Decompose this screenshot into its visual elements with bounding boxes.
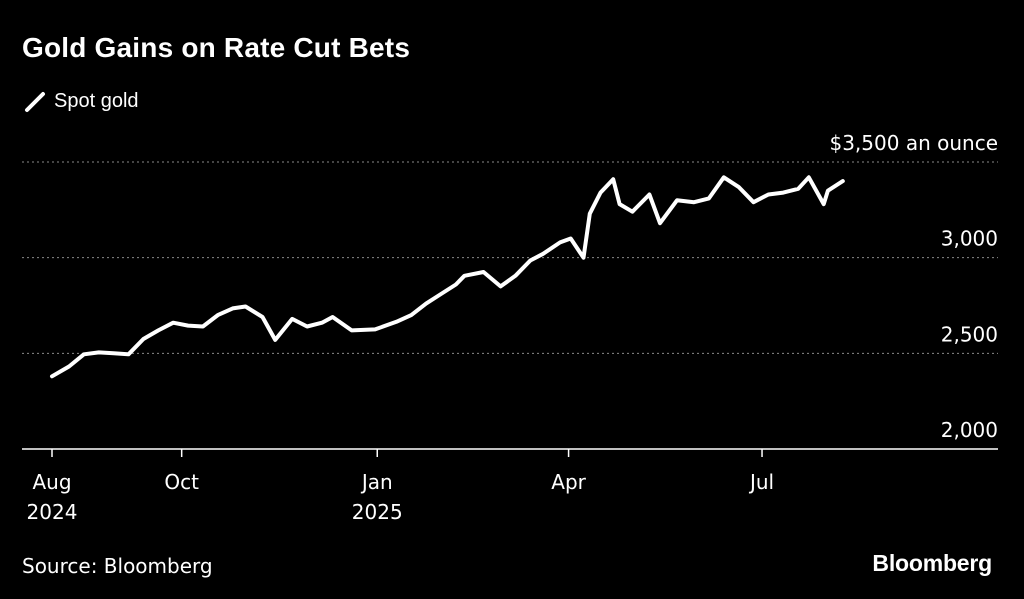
legend-label: Spot gold bbox=[54, 90, 139, 112]
source-note: Source: Bloomberg bbox=[22, 554, 213, 578]
y-tick-label: 2,000 bbox=[941, 418, 998, 442]
x-tick-label: Apr bbox=[551, 470, 586, 494]
y-axis-labels: 2,000 2,500 3,000 $3,500 an ounce bbox=[829, 131, 998, 442]
x-axis bbox=[22, 448, 998, 457]
x-tick-label: Jul bbox=[748, 470, 774, 494]
x-tick-label: Aug bbox=[32, 470, 71, 494]
y-tick-label: 2,500 bbox=[941, 322, 998, 346]
series-line-spot-gold bbox=[50, 175, 845, 379]
x-tick-sublabel: 2025 bbox=[352, 500, 403, 524]
y-tick-label: $3,500 an ounce bbox=[829, 131, 998, 155]
x-tick-label: Jan bbox=[360, 470, 393, 494]
legend: Spot gold bbox=[24, 90, 139, 113]
x-axis-labels: Aug 2024 Oct Jan 2025 Apr Jul bbox=[27, 470, 775, 524]
y-tick-label: 3,000 bbox=[941, 227, 998, 251]
series-group bbox=[50, 175, 845, 379]
chart-title: Gold Gains on Rate Cut Bets bbox=[22, 32, 411, 63]
x-tick-label: Oct bbox=[164, 470, 199, 494]
bloomberg-logo: Bloomberg bbox=[872, 550, 992, 576]
x-tick-sublabel: 2024 bbox=[27, 500, 78, 524]
legend-swatch-icon bbox=[25, 91, 45, 112]
